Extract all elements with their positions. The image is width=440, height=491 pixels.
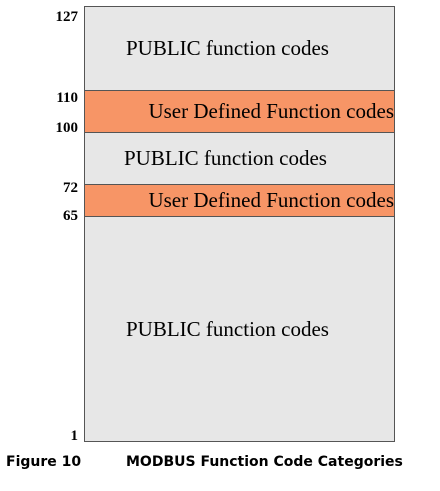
band-public-top: PUBLIC function codes	[85, 7, 394, 90]
band-public-bottom-label: PUBLIC function codes	[126, 316, 329, 341]
band-public-bottom: PUBLIC function codes	[85, 217, 394, 441]
figure-title: MODBUS Function Code Categories	[126, 454, 403, 470]
function-code-column: PUBLIC function codes User Defined Funct…	[84, 6, 395, 442]
tick-72: 72	[63, 180, 78, 196]
tick-1: 1	[70, 428, 79, 444]
band-public-top-label: PUBLIC function codes	[126, 36, 329, 60]
band-user-defined-lower-label: User Defined Function codes	[148, 188, 394, 212]
tick-110: 110	[56, 90, 78, 106]
tick-127: 127	[55, 9, 79, 25]
band-public-middle-label: PUBLIC function codes	[124, 146, 327, 170]
band-public-middle: PUBLIC function codes	[85, 133, 394, 184]
band-user-defined-lower: User Defined Function codes	[85, 184, 394, 217]
tick-65: 65	[63, 208, 78, 224]
band-user-defined-upper: User Defined Function codes	[85, 90, 394, 133]
band-user-defined-upper-label: User Defined Function codes	[148, 99, 394, 123]
figure-number: Figure 10	[6, 454, 82, 470]
tick-100: 100	[55, 120, 79, 136]
